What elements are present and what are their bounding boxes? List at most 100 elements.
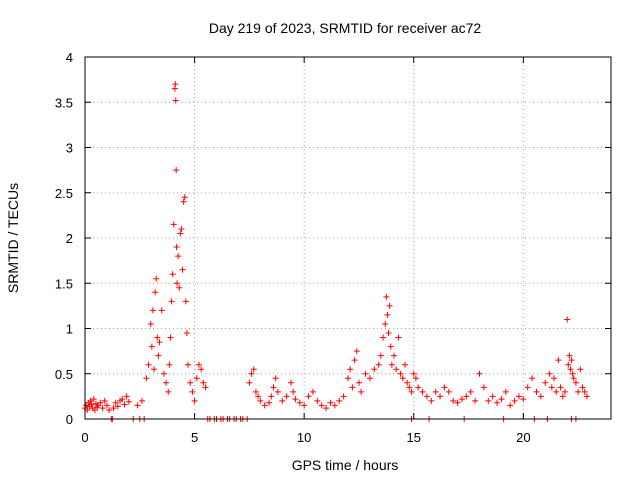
data-point — [305, 393, 312, 400]
x-axis-ticks: 0 5 10 15 20 — [81, 57, 531, 445]
data-point — [458, 396, 465, 403]
data-point — [362, 370, 369, 377]
data-point — [179, 266, 186, 273]
data-point — [279, 397, 286, 404]
data-point — [567, 366, 574, 373]
data-point — [557, 384, 564, 391]
data-point — [366, 375, 373, 382]
data-point — [200, 379, 207, 386]
data-point — [103, 402, 110, 409]
data-point — [472, 397, 479, 404]
data-point — [148, 343, 155, 350]
data-point — [323, 405, 330, 412]
data-point — [152, 289, 159, 296]
data-point — [565, 361, 572, 368]
data-point — [450, 397, 457, 404]
data-point — [121, 401, 128, 408]
data-point — [288, 379, 295, 386]
data-point — [177, 230, 184, 237]
data-point — [198, 366, 205, 373]
data-point — [533, 388, 540, 395]
data-point — [559, 393, 566, 400]
data-point — [415, 384, 422, 391]
data-point — [349, 384, 356, 391]
x-tick-label: 10 — [297, 430, 311, 445]
data-point — [90, 396, 97, 403]
data-point — [309, 388, 316, 395]
data-point — [347, 366, 354, 373]
data-point — [467, 388, 474, 395]
data-point — [384, 311, 391, 318]
data-point — [358, 388, 365, 395]
data-point — [290, 388, 297, 395]
data-point — [87, 397, 94, 404]
data-point — [441, 384, 448, 391]
data-point — [548, 384, 555, 391]
data-point — [125, 398, 132, 405]
data-point — [173, 167, 180, 174]
data-point — [193, 375, 200, 382]
data-point — [172, 81, 179, 88]
data-point — [250, 366, 257, 373]
data-point — [569, 370, 576, 377]
data-point — [502, 388, 509, 395]
data-point — [187, 379, 194, 386]
data-point — [257, 397, 264, 404]
data-point — [261, 402, 268, 409]
data-point — [520, 396, 527, 403]
data-point — [524, 384, 531, 391]
data-point — [175, 253, 182, 260]
data-point — [156, 339, 163, 346]
data-point — [423, 393, 430, 400]
data-point — [561, 388, 568, 395]
data-point — [387, 343, 394, 350]
data-point — [401, 361, 408, 368]
data-point — [248, 370, 255, 377]
data-point — [579, 384, 586, 391]
x-axis-label: GPS time / hours — [292, 457, 399, 473]
data-point — [386, 302, 393, 309]
data-point — [180, 198, 187, 205]
x-tick-label: 20 — [516, 430, 530, 445]
data-point — [246, 379, 253, 386]
data-point — [97, 399, 104, 406]
data-point — [454, 399, 461, 406]
data-point — [189, 388, 196, 395]
data-point — [564, 316, 571, 323]
y-tick-label: 1 — [66, 322, 73, 337]
data-point — [178, 225, 185, 232]
data-point — [292, 396, 299, 403]
data-point — [494, 399, 501, 406]
data-point — [406, 384, 413, 391]
data-point — [138, 397, 145, 404]
data-point — [202, 384, 209, 391]
data-point — [195, 361, 202, 368]
data-point — [151, 366, 158, 373]
data-point — [153, 275, 160, 282]
data-point — [169, 271, 176, 278]
plot-frame — [84, 56, 612, 420]
data-point — [283, 393, 290, 400]
data-point — [581, 388, 588, 395]
data-point — [375, 361, 382, 368]
data-point — [252, 388, 259, 395]
data-point — [529, 375, 536, 382]
data-point — [577, 366, 584, 373]
data-point — [570, 375, 577, 382]
data-point — [371, 366, 378, 373]
data-point — [183, 330, 190, 337]
data-point — [147, 320, 154, 327]
data-point — [507, 402, 514, 409]
data-point — [480, 384, 487, 391]
data-point — [145, 361, 152, 368]
data-point — [345, 375, 351, 382]
data-point — [404, 379, 411, 386]
data-point — [572, 379, 579, 386]
data-point — [437, 393, 444, 400]
data-point — [296, 399, 303, 406]
data-point — [255, 393, 262, 400]
data-point — [380, 334, 387, 341]
data-point — [428, 397, 435, 404]
data-point — [154, 334, 161, 341]
y-tick-label: 3.5 — [55, 95, 73, 110]
